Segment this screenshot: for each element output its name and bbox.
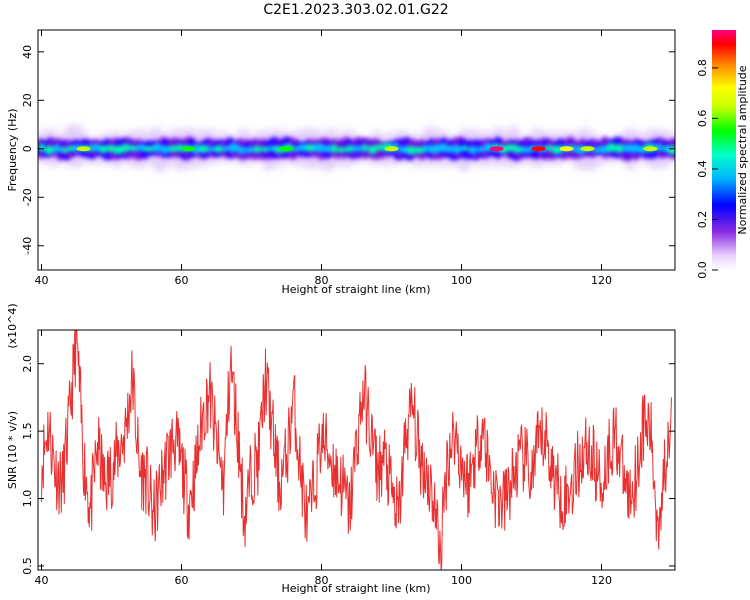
y-tick-label: 1.5 [21,422,34,440]
top-x-axis-label: Height of straight line (km) [281,283,430,296]
bottom-x-axis: 40 60 80 100 120 [35,330,612,587]
y-multiplier-label: (x10^4) [6,303,19,348]
y-tick-label: -20 [21,188,34,206]
heatmap-core-cell [476,146,484,153]
heatmap-hotspot [580,146,595,152]
x-tick-label: 60 [175,274,189,287]
y-tick-label: 20 [21,93,34,107]
x-tick-label: 120 [591,574,612,587]
spectrogram-panel: 40 60 80 100 120 -40 -20 0 20 40 Height of strai… [6,29,676,296]
colorbar-tick-label: 0.4 [696,160,709,178]
heatmap-core-cell [44,145,54,155]
heatmap-core-cell [398,146,408,154]
heatmap-core-cell [345,144,354,153]
top-y-axis: -40 -20 0 20 40 [21,45,675,255]
y-tick-label: 2.0 [21,355,34,373]
heatmap-core-cell [197,144,209,154]
heatmap-core-cell [99,144,108,154]
x-tick-label: 40 [35,274,49,287]
top-x-axis: 40 60 80 100 120 [35,30,612,287]
chart-title: C2E1.2023.303.02.01.G22 [263,2,449,18]
colorbar-tick-label: 0.8 [696,59,709,77]
x-tick-label: 60 [175,574,189,587]
heatmap-hotspot [384,146,399,152]
heatmap-core-cell [191,144,200,154]
y-tick-label: 40 [21,45,34,59]
heatmap-hotspot [279,146,294,152]
heatmap-core-cell [60,147,69,153]
colorbar-label: Normalized spectral amplitude [736,65,749,234]
bottom-plot-frame [37,329,676,571]
heatmap-core-cell [253,145,261,153]
colorbar: 0.0 0.2 0.4 0.6 0.8 Normalized spectral ampl… [696,30,749,279]
heatmap-core-cell [468,145,478,154]
colorbar-tick-label: 0.6 [696,110,709,128]
colorbar-ticks: 0.0 0.2 0.4 0.6 0.8 [696,59,718,279]
heatmap-core-cell [320,145,333,153]
heatmap-core-cell [606,142,616,153]
heatmap-core-cell [152,143,162,153]
y-tick-label: -40 [21,237,34,255]
colorbar-tick-label: 0.0 [696,261,709,279]
heatmap-hotspot [76,146,91,152]
colorbar-gradient [712,30,736,270]
heatmap-core-cell [614,144,624,153]
x-tick-label: 80 [315,274,329,287]
heatmap-core-cell [222,145,231,152]
heatmap-core-cell [245,146,254,154]
x-tick-label: 80 [315,574,329,587]
heatmap-core-cell [331,143,338,154]
heatmap-core-cell [628,143,641,153]
heatmap-hotspot [643,146,658,152]
bottom-x-axis-label: Height of straight line (km) [281,582,430,595]
heatmap-hotspot [489,146,504,152]
heatmap-core-cell [228,142,240,153]
heatmap-core-cell [238,146,246,155]
heatmap-hotspot [559,146,574,152]
heatmap-core-cell [592,146,600,154]
y-tick-label: 0 [21,145,34,152]
x-tick-label: 100 [451,574,472,587]
heatmap-core-cell [452,145,463,154]
bottom-y-axis: 0.5 1.0 1.5 2.0 [21,355,675,575]
bottom-y-axis-label: SNR (10 * v/v) [6,411,19,489]
top-y-axis-label: Frequency (Hz) [6,109,19,192]
heatmap-core-cell [167,145,177,153]
heatmap-core-cell [336,146,347,153]
x-tick-label: 100 [451,274,472,287]
heatmap-band [38,125,675,172]
heatmap-core-cell [297,143,309,152]
heatmap-core-cell [160,144,169,155]
heatmap-core-cell [551,145,563,155]
heatmap-core-cell [411,146,426,154]
x-tick-label: 40 [35,574,49,587]
heatmap-hotspot [531,146,546,152]
heatmap-core-cell [214,145,224,153]
heatmap-core-cell [461,145,469,151]
heatmap-hotspot [181,146,196,152]
heatmap-core-cell [666,145,675,155]
colorbar-tick-label: 0.2 [696,211,709,229]
heatmap-core-cell [38,142,45,153]
heatmap-core-cell [52,144,62,153]
heatmap-core-cell [361,144,368,152]
heatmap-core-cell [205,146,216,152]
y-tick-label: 1.0 [21,490,34,508]
top-plot-frame [37,29,676,271]
x-tick-label: 120 [591,274,612,287]
heatmap-core-cell [90,143,101,152]
heatmap-core-cell [352,145,363,152]
y-tick-label: 0.5 [21,557,34,575]
heatmap-core-cell [444,145,455,153]
heatmap-core-cell [260,146,270,153]
snr-panel: 40 60 80 100 120 0.5 1.0 1.5 2.0 Height of stra… [6,303,676,595]
snr-series-line [41,330,672,570]
